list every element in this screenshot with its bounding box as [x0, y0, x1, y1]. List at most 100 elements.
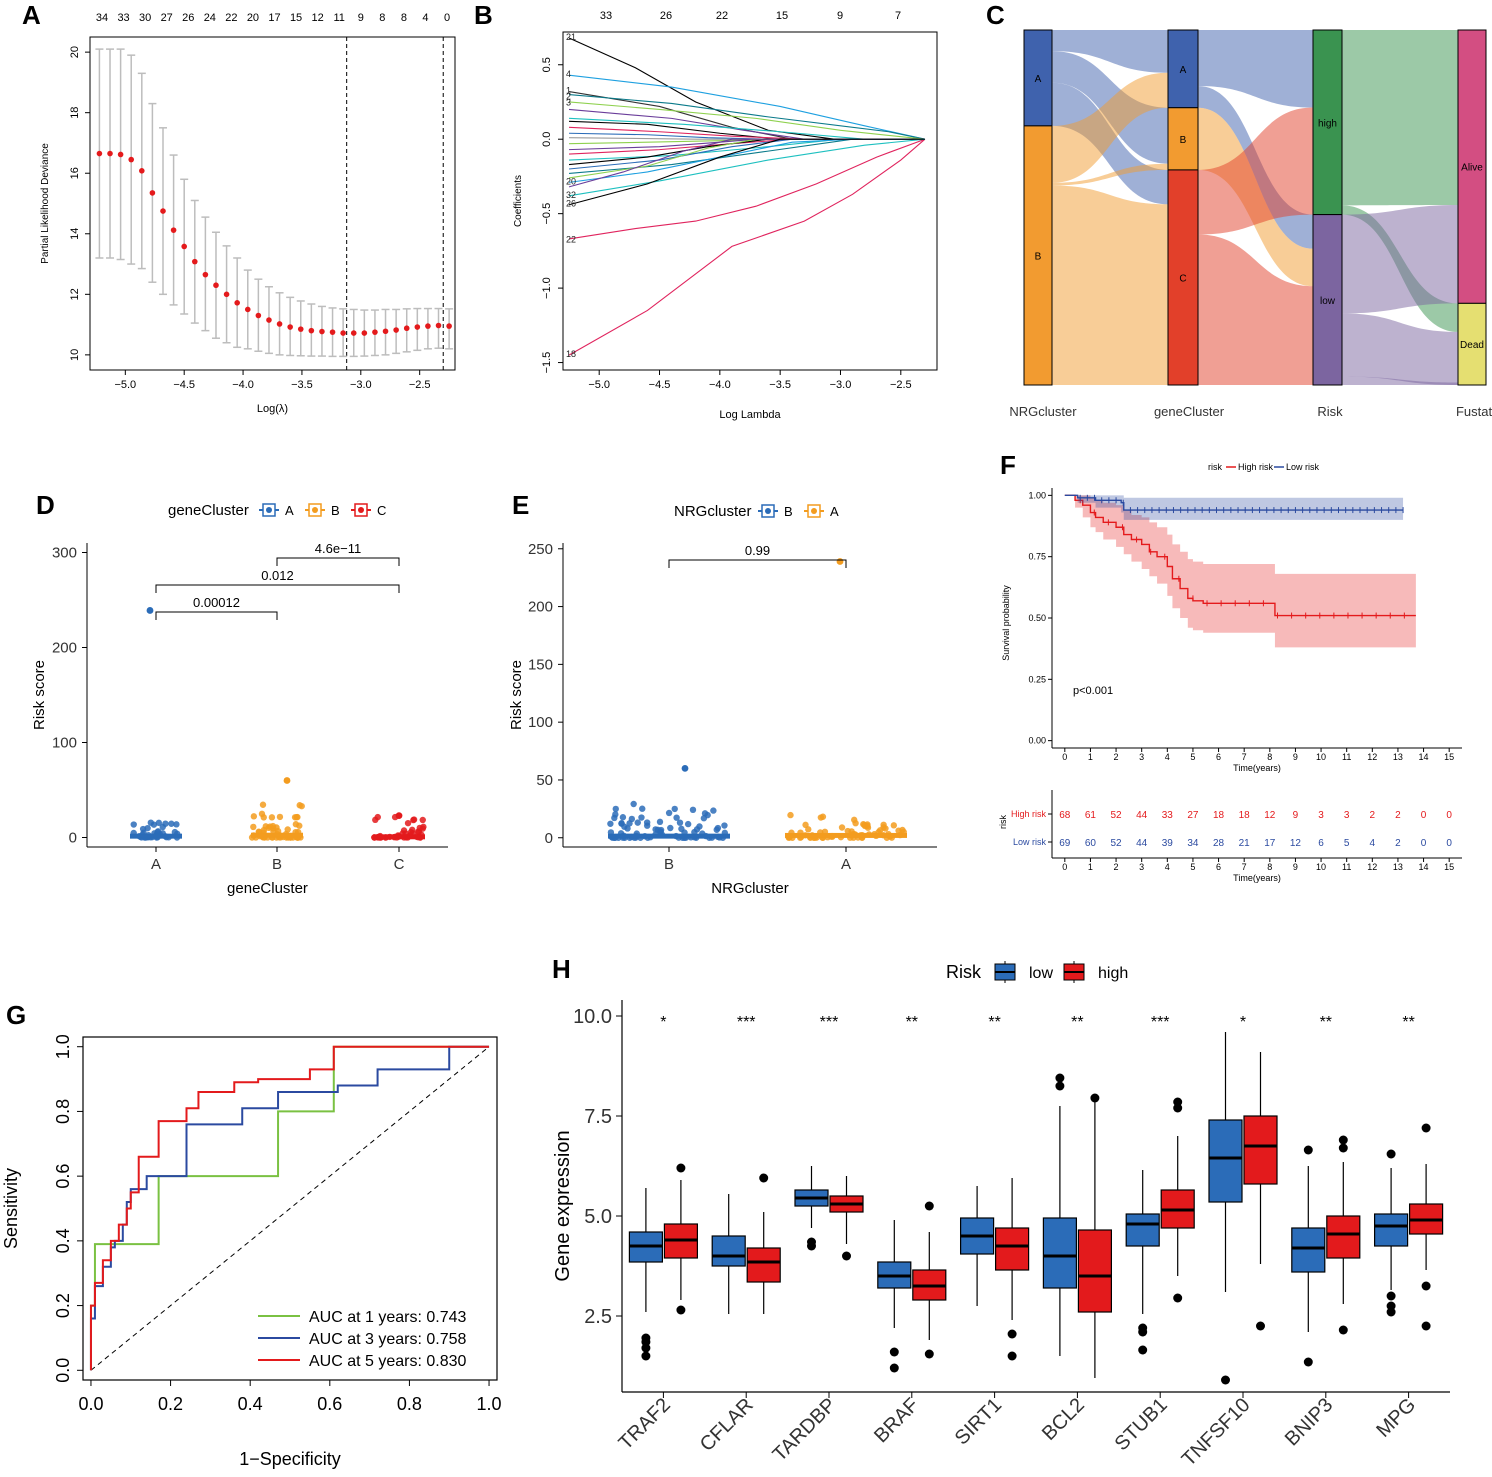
jitter-point — [407, 829, 415, 836]
y-tick-label: 0 — [545, 830, 553, 847]
x-tick-label: BCL2 — [1038, 1394, 1089, 1445]
y-tick-label: 5.0 — [584, 1206, 612, 1228]
outlier-point — [1055, 1081, 1065, 1091]
deviance-point — [266, 317, 272, 323]
risk-count: 28 — [1213, 838, 1225, 849]
top-axis-label: 27 — [161, 12, 173, 24]
significance-mark: *** — [737, 1014, 756, 1031]
legend-item-label: B — [784, 504, 793, 519]
jitter-point — [630, 800, 637, 808]
deviance-point — [329, 329, 336, 335]
outlier-point — [676, 1305, 686, 1315]
x-tick-label: 10 — [1316, 752, 1326, 762]
alluvial-flow — [1342, 313, 1458, 385]
jitter-point — [895, 827, 902, 834]
path-label: 4 — [566, 69, 571, 79]
legend-key-dot — [312, 507, 318, 513]
x-tick-label: 3 — [1139, 752, 1144, 762]
risk-x-tick-label: 8 — [1267, 862, 1272, 872]
top-axis-label: 26 — [182, 12, 194, 24]
y-tick-label: 12 — [69, 288, 81, 300]
jitter-point — [155, 819, 163, 827]
top-axis-label: 34 — [96, 12, 108, 24]
jitter-point — [298, 802, 305, 810]
km-curve-low — [1064, 494, 1404, 511]
comparison-bracket — [668, 559, 847, 568]
x-tick-label: 13 — [1393, 752, 1403, 762]
outlier-point — [1386, 1149, 1396, 1159]
comparison-pvalue: 0.00012 — [193, 595, 240, 610]
path-label: 2 — [566, 92, 571, 102]
risk-x-tick-label: 4 — [1165, 862, 1170, 872]
jitter-point — [652, 826, 659, 833]
top-axis-label: 17 — [268, 12, 280, 24]
x-tick-label: TRAF2 — [615, 1394, 675, 1454]
deviance-point — [403, 325, 410, 332]
outlier-point — [1338, 1325, 1348, 1335]
stratum-genecluster-a — [1167, 29, 1199, 109]
y-tick-label: 10 — [69, 349, 81, 361]
y-axis-title: Gene expression — [552, 1130, 574, 1281]
jitter-point — [689, 806, 697, 814]
outlier-point — [1421, 1321, 1431, 1331]
x-tick-label: 12 — [1367, 752, 1377, 762]
path-label: 32 — [566, 190, 576, 200]
significance-mark: * — [660, 1014, 666, 1031]
x-tick-label: −3.0 — [350, 379, 372, 391]
outlier-point — [1138, 1345, 1148, 1355]
x-axis-title: 1−Specificity — [239, 1449, 341, 1469]
outlier-point — [1090, 1093, 1100, 1103]
outlier-point — [641, 1343, 651, 1353]
outlier-point — [1303, 1145, 1313, 1155]
risk-count: 12 — [1290, 838, 1302, 849]
top-axis-label: 0 — [444, 12, 450, 24]
y-tick-label: 150 — [528, 656, 553, 673]
jitter-point — [844, 827, 851, 835]
outlier-point — [924, 1201, 934, 1211]
risk-count: 44 — [1136, 838, 1148, 849]
deviance-point — [181, 243, 187, 250]
y-tick-label: 0.0 — [53, 1358, 73, 1383]
y-tick-label: 0.0 — [541, 132, 553, 147]
stratum-label: Dead — [1460, 340, 1484, 351]
risk-row-label: Low risk — [1013, 837, 1047, 847]
outlier-point — [1007, 1351, 1017, 1361]
risk-count: 2 — [1370, 810, 1376, 821]
max-point — [283, 777, 291, 784]
jitter-point — [684, 820, 692, 828]
jitter-point — [259, 801, 267, 808]
x-tick-label: A — [151, 856, 161, 873]
y-tick-label: 16 — [69, 167, 81, 179]
jitter-point — [607, 820, 614, 827]
x-tick-label: 0.4 — [238, 1394, 263, 1414]
jitter-point — [638, 814, 645, 821]
risk-count: 2 — [1395, 810, 1401, 821]
deviance-point — [382, 328, 389, 335]
outlier-point — [1138, 1327, 1148, 1337]
panel-f-kaplan-meier: 0.000.250.500.751.000 1 2 3 4 5 6 7 8 9 10 11 12 13 14… — [998, 462, 1462, 883]
y-tick-label: 0 — [69, 830, 77, 847]
km-confidence-band — [1064, 495, 1404, 520]
top-axis-label: 20 — [247, 12, 259, 24]
axis-label: geneCluster — [1154, 404, 1225, 419]
jitter-point — [268, 814, 276, 821]
alluvial-flow — [1052, 30, 1168, 73]
jitter-point — [673, 814, 680, 821]
risk-count: 60 — [1085, 838, 1097, 849]
panel-label-f: F — [1000, 450, 1016, 480]
risk-x-tick-label: 10 — [1316, 862, 1326, 872]
path-label: 21 — [566, 32, 576, 42]
coef-path-32 — [568, 138, 925, 197]
deviance-point — [149, 190, 156, 196]
risk-count: 9 — [1293, 810, 1299, 821]
top-axis-label: 8 — [379, 12, 385, 24]
jitter-point — [168, 820, 175, 827]
alluvial-flow — [1342, 204, 1458, 314]
x-axis-title: Log(λ) — [257, 403, 288, 415]
max-point — [395, 812, 403, 820]
risk-x-tick-label: 11 — [1342, 862, 1351, 872]
comparison-bracket — [155, 611, 278, 620]
x-axis-title: Log Lambda — [719, 409, 781, 421]
x-axis-title: NRGcluster — [711, 880, 789, 897]
